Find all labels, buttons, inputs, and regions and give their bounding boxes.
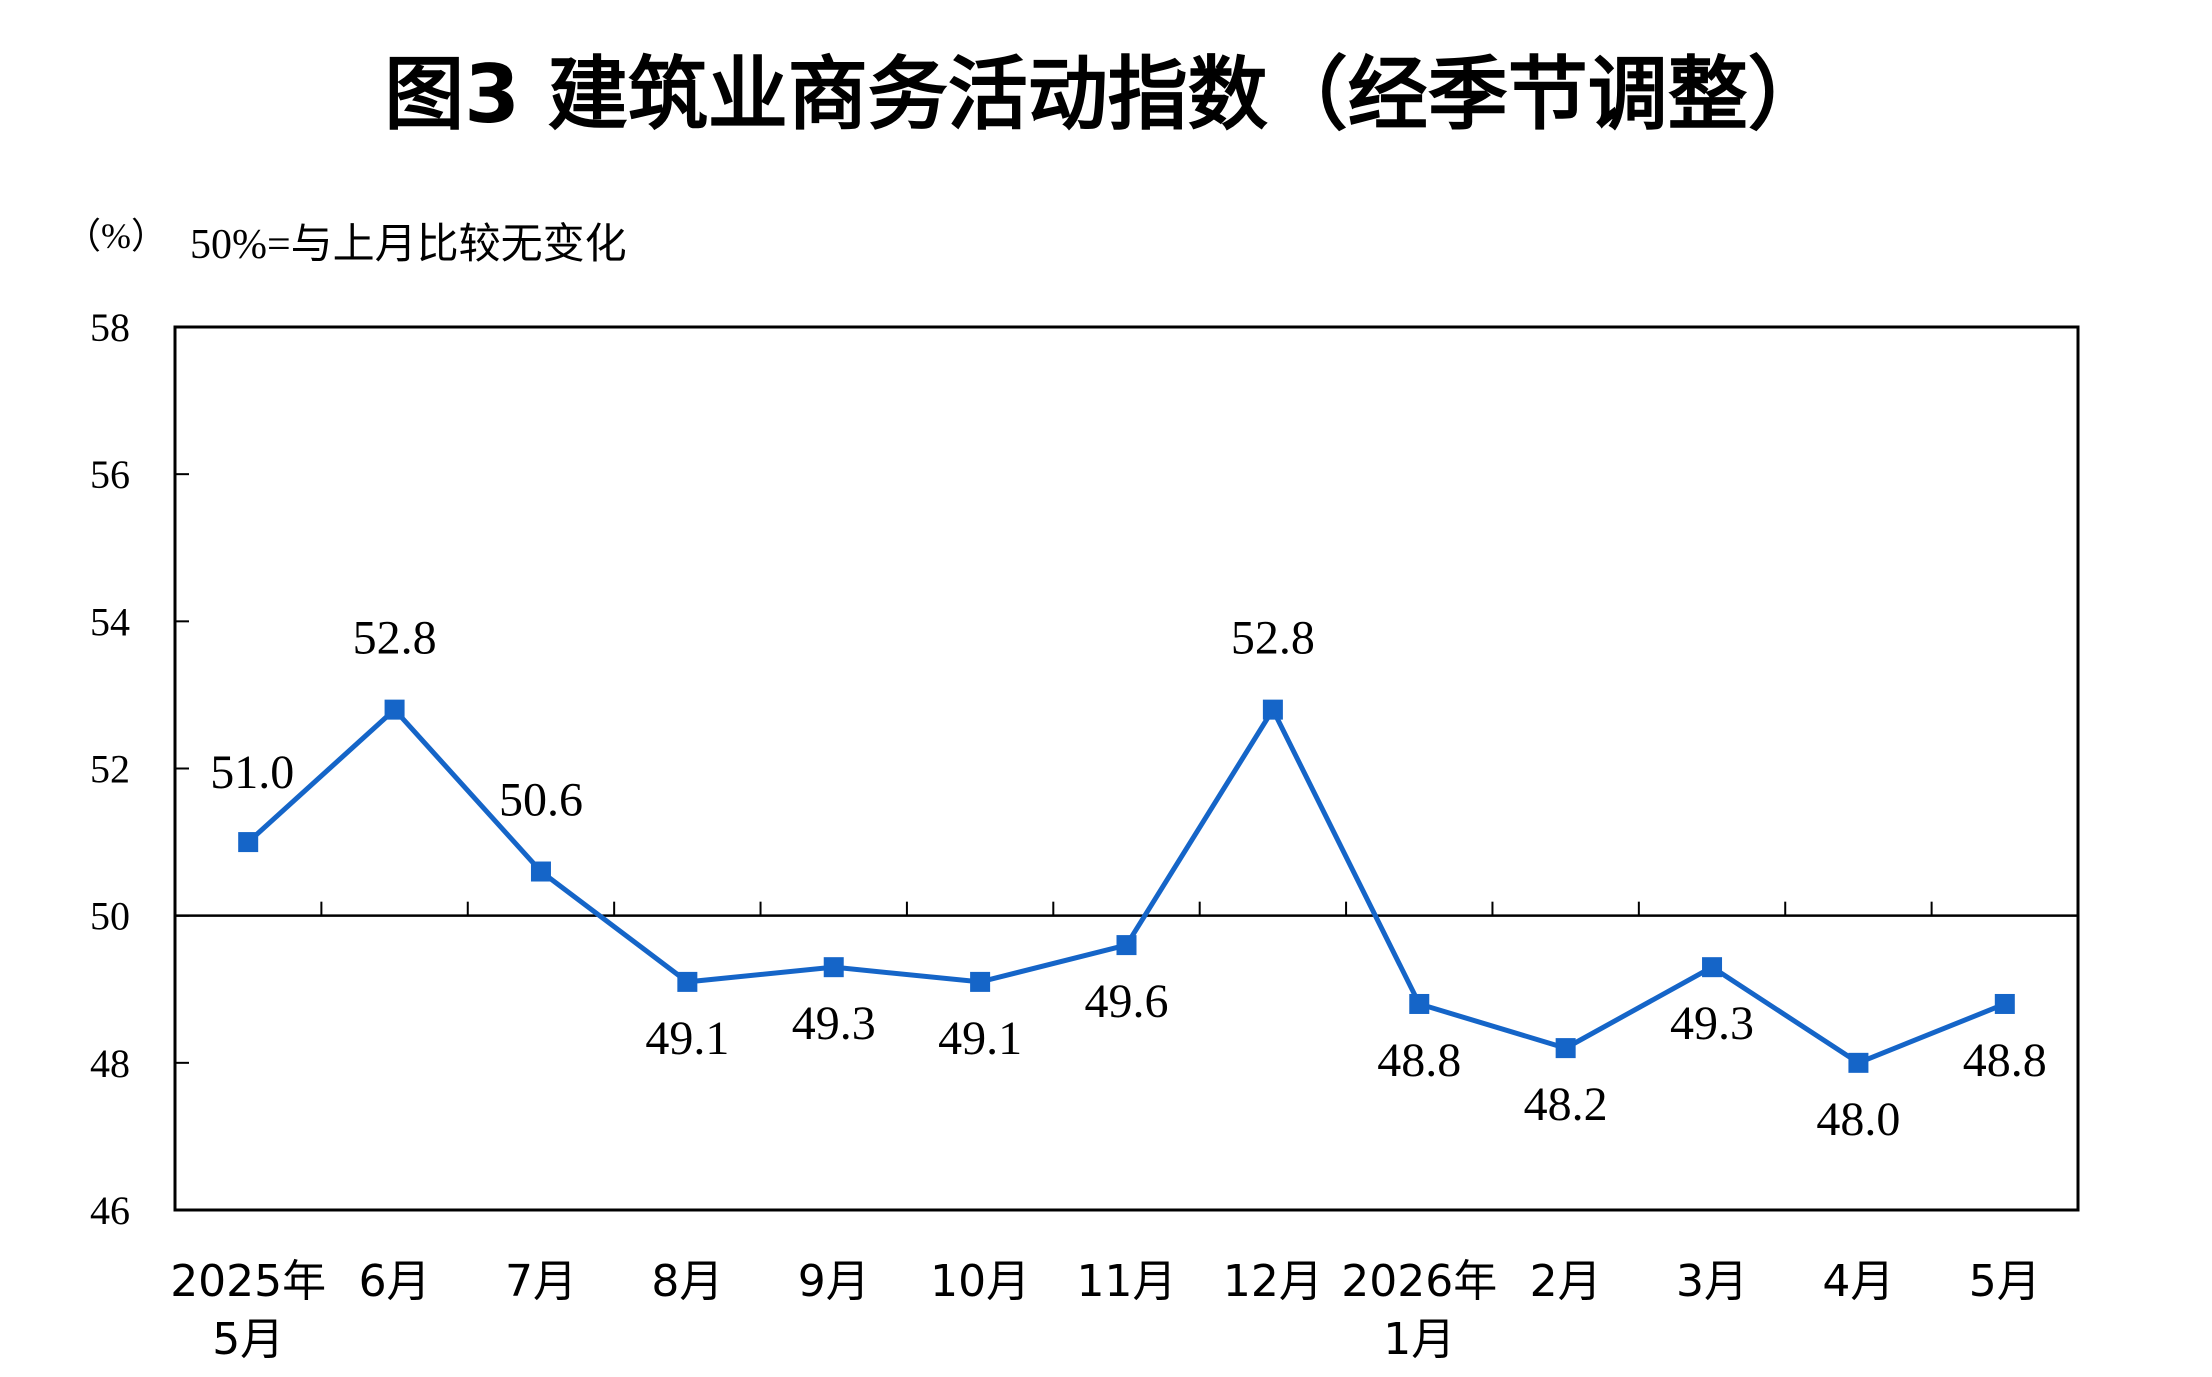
data-label: 48.8 [1377,1034,1461,1087]
y-tick-label: 48 [90,1041,130,1086]
data-label: 48.0 [1816,1093,1900,1146]
y-tick-label: 52 [90,747,130,792]
data-point-marker [238,832,259,853]
x-tick-label: 5月 [1969,1256,2041,1307]
x-tick-label: 12月 [1223,1256,1323,1307]
x-tick-label: 3月 [1676,1256,1748,1307]
data-point-marker [530,861,551,882]
data-label: 50.6 [499,774,583,827]
x-tick-label: 10月 [930,1256,1030,1307]
x-tick-label: 9月 [798,1256,870,1307]
data-label: 49.1 [645,1012,729,1065]
x-tick-label: 6月 [359,1256,431,1307]
x-tick-label: 2025年 5月 [170,1256,326,1365]
x-tick-label: 8月 [651,1256,723,1307]
data-label: 48.8 [1963,1034,2047,1087]
plot-frame [173,325,2080,1212]
data-label: 49.6 [1085,975,1169,1028]
y-tick-label: 56 [90,452,130,497]
y-axis-unit-label: （%） [65,216,167,256]
data-label: 48.2 [1524,1078,1608,1131]
data-point-marker [1702,957,1723,978]
y-tick-label: 54 [90,599,130,644]
data-point-marker [970,971,991,992]
data-point-marker [1555,1038,1576,1059]
x-tick-label: 2月 [1530,1256,1602,1307]
data-label: 52.8 [1231,612,1315,665]
x-tick-label: 7月 [505,1256,577,1307]
data-label: 49.3 [1670,997,1754,1050]
chart-title: 图3 建筑业商务活动指数（经季节调整） [384,48,1828,141]
data-point-marker [1116,935,1137,956]
data-label: 49.1 [938,1012,1022,1065]
x-tick-label: 4月 [1822,1256,1894,1307]
data-label: 49.3 [792,997,876,1050]
reference-note: 50%=与上月比较无变化 [190,221,627,268]
data-point-marker [384,699,405,720]
data-label: 52.8 [353,612,437,665]
y-tick-label: 58 [90,305,130,350]
data-point-marker [823,957,844,978]
y-tick-label: 50 [90,894,130,939]
plot-area: 46 48 50 52 54 56 58 2025年 5月 6月 7月 8月 9月 10月 11月 12月 20… [90,305,2080,1365]
x-tick-label: 2026年 1月 [1341,1256,1497,1365]
data-point-marker [1409,993,1430,1014]
data-point-marker [1848,1052,1869,1073]
y-tick-label: 46 [90,1188,130,1233]
data-point-marker [677,971,698,992]
data-point-marker [1262,699,1283,720]
data-label: 51.0 [210,746,294,799]
x-tick-label: 11月 [1077,1256,1177,1307]
data-point-marker [1994,993,2015,1014]
